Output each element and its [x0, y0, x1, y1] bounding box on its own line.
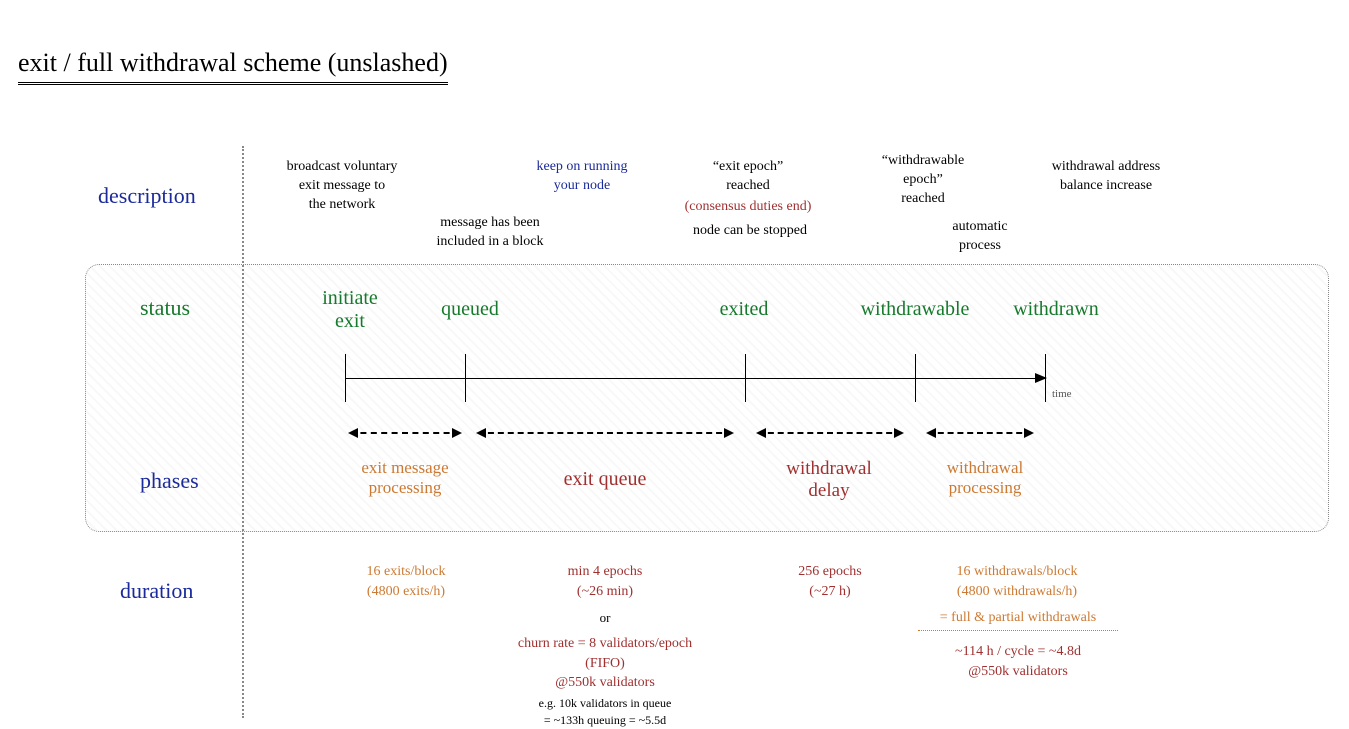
dur-cycle: ~114 h / cycle = ~4.8d@550k validators	[918, 642, 1118, 681]
phase-withdrawal-delay: withdrawaldelay	[764, 458, 894, 502]
desc-broadcast: broadcast voluntaryexit message tothe ne…	[262, 158, 422, 215]
desc-msg-included: message has beenincluded in a block	[400, 214, 580, 252]
status-exited: exited	[704, 298, 784, 321]
desc-exit-epoch: “exit epoch”reached	[672, 158, 824, 196]
status-withdrawable: withdrawable	[840, 298, 990, 321]
desc-withdrawable-epoch: “withdrawableepoch”reached	[858, 152, 988, 209]
desc-keep-running: keep on runningyour node	[502, 158, 662, 196]
dur-exits-per-block: 16 exits/block(4800 exits/h)	[326, 562, 486, 601]
desc-balance-increase: withdrawal addressbalance increase	[1016, 158, 1196, 196]
dur-256-epochs: 256 epochs(~27 h)	[770, 562, 890, 601]
dur-full-partial: = full & partial withdrawals	[918, 608, 1118, 631]
phase-exit-queue: exit queue	[540, 468, 670, 491]
phase-arrow-1	[350, 432, 460, 434]
time-axis-label: time	[1052, 388, 1072, 400]
dur-example: e.g. 10k validators in queue= ~133h queu…	[504, 695, 706, 729]
dur-withdrawals-block: 16 withdrawals/block(4800 withdrawals/h)	[912, 562, 1122, 601]
desc-automatic: automaticprocess	[930, 218, 1030, 256]
phase-arrow-2	[478, 432, 732, 434]
row-label-description: description	[98, 183, 196, 209]
desc-consensus-end: (consensus duties end)	[660, 198, 836, 217]
phase-withdrawal-processing: withdrawalprocessing	[920, 458, 1050, 498]
status-initiate-exit: initiateexit	[310, 287, 390, 333]
timeline-axis	[345, 378, 1045, 379]
status-withdrawn: withdrawn	[996, 298, 1116, 321]
dur-or: or	[594, 609, 616, 627]
dur-min-epochs: min 4 epochs(~26 min)	[520, 562, 690, 601]
desc-node-stop: node can be stopped	[670, 222, 830, 241]
tick-2	[465, 354, 466, 402]
dur-churn-rate: churn rate = 8 validators/epoch(FIFO)@55…	[480, 634, 730, 693]
phase-arrow-3	[758, 432, 902, 434]
phase-exit-msg-processing: exit messageprocessing	[340, 458, 470, 498]
tick-1	[345, 354, 346, 402]
status-queued: queued	[430, 298, 510, 321]
tick-3	[745, 354, 746, 402]
tick-5	[1045, 354, 1046, 402]
row-label-duration: duration	[120, 578, 193, 604]
diagram-title: exit / full withdrawal scheme (unslashed…	[18, 48, 448, 85]
tick-4	[915, 354, 916, 402]
phase-arrow-4	[928, 432, 1032, 434]
